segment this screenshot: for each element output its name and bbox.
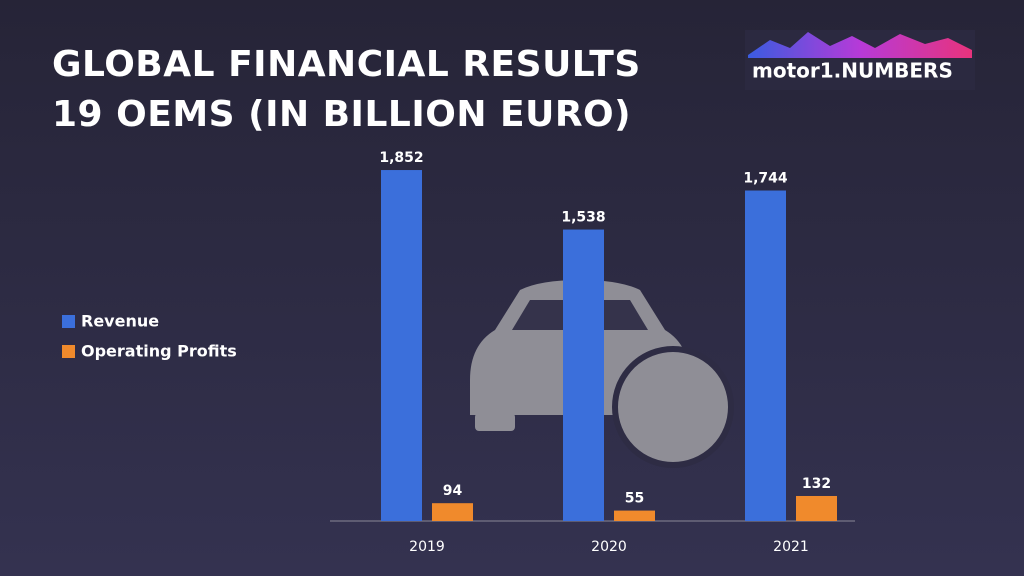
legend-label: Revenue (81, 312, 159, 331)
data-label: 132 (802, 476, 831, 492)
x-tick-label: 2020 (591, 539, 627, 555)
data-label: 55 (625, 491, 644, 507)
legend-swatch (62, 315, 75, 328)
car-icon (470, 280, 734, 468)
data-label: 1,538 (561, 210, 605, 226)
bar (614, 510, 655, 521)
coin-badge (612, 346, 734, 468)
data-label: 1,744 (743, 171, 788, 187)
bar (563, 229, 604, 521)
logo-text: motor1.NUMBERS (752, 59, 953, 83)
bar (745, 190, 786, 521)
data-label: 94 (443, 483, 463, 499)
bar (381, 170, 422, 521)
bar (432, 503, 473, 521)
x-tick-label: 2021 (773, 539, 809, 555)
chart-title: GLOBAL FINANCIAL RESULTS (52, 44, 641, 85)
x-tick-label: 2019 (409, 539, 445, 555)
bar (796, 495, 837, 521)
logo-box (745, 30, 975, 90)
chart-subtitle: 19 OEMS (IN BILLION EURO) (52, 94, 631, 135)
legend-swatch (62, 345, 75, 358)
data-label: 1,852 (379, 150, 423, 166)
legend-label: Operating Profits (81, 342, 237, 361)
car-wheel (475, 413, 515, 431)
logo: motor1.NUMBERS (745, 30, 975, 90)
logo-mountains (748, 32, 972, 58)
